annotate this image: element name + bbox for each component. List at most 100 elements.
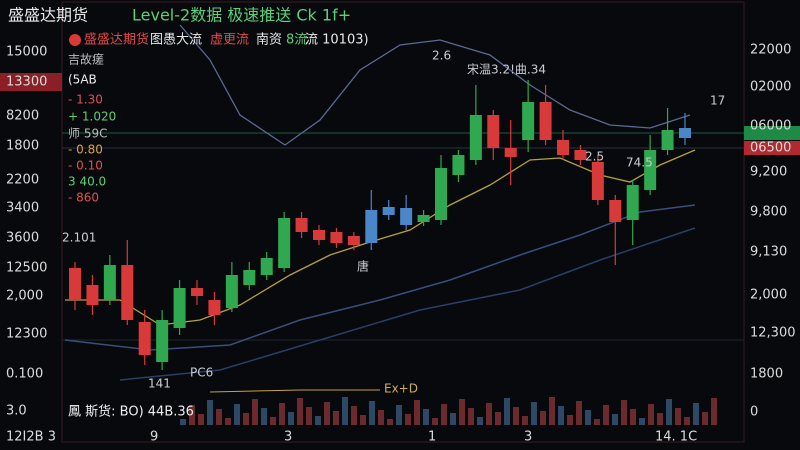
left-axis-label: 13300: [6, 75, 47, 90]
right-axis-label: 9,800: [750, 205, 787, 220]
left-axis-label: 0.100: [6, 367, 43, 382]
info-label: - 860: [68, 191, 99, 205]
candle-body: [504, 148, 517, 157]
bottom-axis-label: 3: [284, 430, 292, 445]
volume-bar: [531, 402, 537, 425]
candle-body: [452, 155, 465, 175]
candle-body: [574, 150, 587, 160]
volume-bar: [576, 401, 582, 425]
candle-body: [313, 230, 325, 240]
volume-bar: [252, 399, 258, 425]
volume-bar: [468, 408, 474, 425]
candle-body: [487, 115, 500, 148]
left-axis-label: 2,000: [6, 289, 43, 304]
ma-line: [179, 24, 691, 146]
annotation: 唐: [357, 259, 369, 274]
bottom-axis-label: 14. 1C: [655, 430, 697, 445]
volume-bar: [432, 418, 438, 425]
volume-bar: [603, 405, 609, 425]
candle-body: [225, 275, 238, 308]
bottom-axis-label: 9: [150, 430, 158, 445]
sub-text: 图愚大流: [150, 33, 202, 48]
volume-bar: [378, 410, 384, 425]
candle-body: [469, 115, 482, 160]
volume-bar: [594, 419, 600, 425]
sub-text: 南资: [256, 32, 282, 48]
volume-bar: [675, 408, 681, 425]
candle-body: [417, 215, 430, 222]
volume-bar: [315, 416, 321, 425]
candle-body: [156, 320, 169, 362]
logo: [69, 34, 81, 46]
volume-bar: [207, 400, 213, 425]
info-label: (5AB: [68, 73, 97, 87]
left-axis-label: 15000: [6, 45, 47, 60]
volume-bar: [396, 405, 402, 425]
volume-bar: [648, 404, 654, 425]
volume-bar: [306, 407, 312, 425]
candle-body: [365, 210, 378, 243]
candle-body: [295, 218, 308, 232]
volume-bar: [243, 413, 249, 425]
sub-text: 8流: [286, 33, 307, 48]
info-label: - 0.10: [68, 159, 103, 173]
volume-bar: [360, 415, 366, 425]
right-axis-label: 0: [750, 405, 758, 420]
sub-text: 虚更流: [210, 33, 249, 48]
candle-body: [103, 265, 116, 300]
volume-bar: [198, 414, 204, 425]
volume-bar: [693, 403, 699, 425]
left-axis-label: 3600: [6, 231, 39, 246]
volume-bar: [450, 413, 456, 425]
left-axis-label: 12500: [6, 261, 47, 276]
info-label: 吉故瘥: [68, 52, 104, 67]
volume-bar: [585, 410, 591, 425]
left-axis-label: 2200: [6, 173, 39, 188]
candle-body: [69, 268, 81, 300]
left-axis-label: 3.0: [6, 404, 27, 419]
annotation: 2.6: [432, 49, 451, 63]
candle-body: [609, 200, 622, 222]
annotation: 141: [148, 377, 171, 391]
volume-bar: [666, 399, 672, 425]
volume-bar: [477, 417, 483, 425]
right-axis-label: 12,300: [750, 326, 796, 341]
volume-bar: [270, 417, 276, 425]
volume-bar: [342, 397, 348, 425]
volume-bar: [351, 406, 357, 425]
right-axis-label: 9,200: [750, 165, 787, 180]
plot-frame: [61, 1, 745, 443]
volume-bar: [387, 419, 393, 425]
labels: 15000 13300 8200 1800 2200 3400 3600 12500 2,000…: [6, 43, 796, 445]
volume-bar: [657, 413, 663, 425]
volume-bar: [495, 412, 501, 425]
volume-bar: [297, 398, 303, 425]
sub-text: 流 10103): [305, 33, 369, 48]
info-label: - 0.80: [68, 143, 103, 157]
candle-body: [121, 265, 134, 320]
volume-bar: [522, 416, 528, 425]
volume-bar: [261, 408, 267, 425]
left-axis-label: 3400: [6, 201, 39, 216]
tagline: Level-2数据 极速推送 Ck 1f+: [132, 6, 351, 25]
brand: 盛盛达期货: [8, 6, 88, 25]
volume-bar: [459, 399, 465, 425]
candle-body: [435, 168, 447, 220]
bottom-axis-label: 1: [428, 430, 436, 445]
right-axis-label: 06000: [750, 119, 791, 134]
candle-body: [557, 140, 569, 155]
candle-body: [400, 208, 413, 225]
info-label: 师 59C: [68, 127, 107, 141]
annotation: PC6: [190, 366, 213, 380]
bottom-axis-label: 12I2B 3: [6, 430, 56, 445]
volume-bar: [630, 409, 636, 425]
highlight-box: [744, 141, 800, 155]
right-axis-label: 2,000: [750, 288, 787, 303]
volume-bar: [684, 417, 690, 425]
ma-line: [65, 149, 696, 326]
left-axis-label: 1800: [6, 139, 39, 154]
right-axis-label: 1800: [750, 367, 783, 382]
volume-bar: [369, 401, 375, 425]
candle-body: [138, 322, 151, 355]
